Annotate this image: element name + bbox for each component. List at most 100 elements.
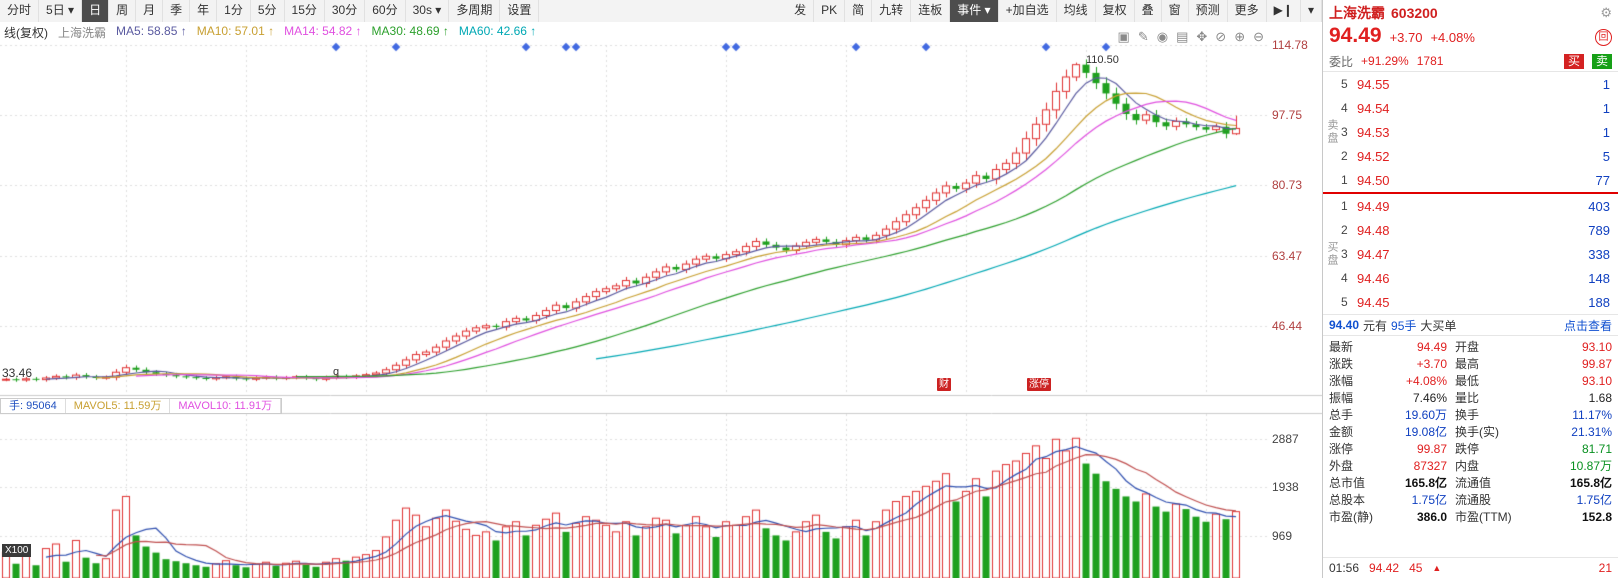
buy-row[interactable]: 1 94.49 403 xyxy=(1339,194,1618,218)
stat-value: 19.08亿 xyxy=(1404,425,1447,439)
buy-row[interactable]: 5 94.45 188 xyxy=(1339,290,1618,314)
period-button-9[interactable]: 15分 xyxy=(285,0,325,22)
ma-legend: 线(复权) 上海洗霸 MA5: 58.85 ↑ MA10: 57.01 ↑ MA14: … xyxy=(4,24,536,41)
media-icon[interactable]: 回 xyxy=(1595,29,1612,46)
big-order-notice[interactable]: 94.40 元有 95手 大买单 点击查看 xyxy=(1323,314,1618,336)
order-price: 94.49 xyxy=(1357,198,1390,214)
tick-volume: 45 xyxy=(1409,561,1423,575)
buy-row[interactable]: 4 94.46 148 xyxy=(1339,266,1618,290)
stat-label: 内盘 xyxy=(1455,459,1480,473)
toolbar-right-button-1[interactable]: PK xyxy=(814,0,846,22)
order-price: 94.55 xyxy=(1357,76,1390,92)
buy-row[interactable]: 3 94.47 338 xyxy=(1339,242,1618,266)
chart-stock-label: 上海洗霸 xyxy=(58,26,107,40)
stat-value: 1.75亿 xyxy=(1411,493,1447,507)
sell-row[interactable]: 2 94.52 5 xyxy=(1339,144,1618,168)
period-button-0[interactable]: 分时 xyxy=(0,0,40,22)
period-button-4[interactable]: 月 xyxy=(136,0,164,22)
stat-label: 最高 xyxy=(1455,357,1480,371)
period-button-11[interactable]: 60分 xyxy=(365,0,406,22)
toolbar-right-button-5[interactable]: 事件 ▾ xyxy=(950,0,999,22)
period-button-5[interactable]: 季 xyxy=(163,0,191,22)
stat-value: 19.60万 xyxy=(1404,408,1447,422)
stat-value: +4.08% xyxy=(1405,374,1447,388)
toolbar-right-button-12[interactable]: 更多 xyxy=(1228,0,1267,22)
period-button-3[interactable]: 周 xyxy=(109,0,137,22)
notice-view-link[interactable]: 点击查看 xyxy=(1563,318,1612,333)
print-icon[interactable]: ▤ xyxy=(1176,29,1189,44)
tick-price: 94.42 xyxy=(1369,561,1400,575)
stat-label: 金额 xyxy=(1329,425,1354,439)
order-price: 94.50 xyxy=(1357,172,1390,188)
lock-icon[interactable]: ⊘ xyxy=(1215,29,1227,44)
zoom-in-icon[interactable]: ⊕ xyxy=(1234,29,1246,44)
period-button-12[interactable]: 30s ▾ xyxy=(406,0,450,22)
period-button-6[interactable]: 年 xyxy=(190,0,218,22)
order-volume: 338 xyxy=(1588,246,1610,262)
sell-row[interactable]: 3 94.53 1 xyxy=(1339,120,1618,144)
toolbar-right-button-0[interactable]: 发 xyxy=(787,0,815,22)
toolbar-right-button-10[interactable]: 窗 xyxy=(1162,0,1189,22)
order-volume: 5 xyxy=(1602,148,1610,164)
zoom-out-icon[interactable]: ⊖ xyxy=(1253,29,1264,44)
period-button-10[interactable]: 30分 xyxy=(325,0,366,22)
order-level: 3 xyxy=(1341,125,1348,139)
toolbar-right-button-6[interactable]: +加自选 xyxy=(999,0,1057,22)
sell-row[interactable]: 4 94.54 1 xyxy=(1339,96,1618,120)
main-chart-canvas[interactable] xyxy=(0,22,1322,578)
stat-label: 流通值 xyxy=(1455,476,1492,490)
draw-icon[interactable]: ✎ xyxy=(1137,29,1149,44)
stat-value: 87327 xyxy=(1413,459,1447,473)
event-badge[interactable]: 涨停 xyxy=(1027,378,1051,391)
volume-axis-label: 1938 xyxy=(1272,479,1299,494)
order-volume: 403 xyxy=(1588,198,1610,214)
order-volume: 77 xyxy=(1595,172,1610,188)
order-volume: 1 xyxy=(1602,124,1610,140)
period-button-7[interactable]: 1分 xyxy=(217,0,251,22)
notice-price: 94.40 xyxy=(1329,318,1360,332)
weibi-row: 委比 +91.29% 1781 买 卖 xyxy=(1323,51,1618,72)
vol-legend-1: MAVOL5: 11.59万 xyxy=(66,399,171,413)
sell-row[interactable]: 1 94.50 77 xyxy=(1339,168,1618,192)
gear-icon[interactable]: ⚙ xyxy=(1600,5,1612,20)
toolbar-tools-group: 发 PK 简九转 连板 事件 ▾ +加自选 均线 复权叠窗预测 更多 ▶❙ ▾ xyxy=(787,0,1322,22)
toolbar-right-button-14[interactable]: ▾ xyxy=(1301,0,1322,22)
event-marker-q[interactable]: q xyxy=(333,366,340,378)
buy-row[interactable]: 2 94.48 789 xyxy=(1339,218,1618,242)
stat-label: 总股本 xyxy=(1329,493,1366,507)
toolbar-right-button-13[interactable]: ▶❙ xyxy=(1267,0,1301,22)
weicha-value: 1781 xyxy=(1416,54,1444,68)
order-volume: 148 xyxy=(1588,270,1610,286)
buy-tab[interactable]: 买 xyxy=(1563,53,1584,69)
toolbar-right-button-3[interactable]: 九转 xyxy=(872,0,912,22)
ma-label-1: MA10: 57.01 ↑ xyxy=(196,24,275,38)
stat-label: 总手 xyxy=(1329,408,1354,422)
event-badge[interactable]: 财 xyxy=(937,378,951,391)
period-button-8[interactable]: 5分 xyxy=(251,0,285,22)
toolbar-right-button-7[interactable]: 均线 xyxy=(1057,0,1096,22)
grid-icon[interactable]: ▣ xyxy=(1117,29,1130,44)
period-button-14[interactable]: 设置 xyxy=(500,0,540,22)
notice-volume: 95手 xyxy=(1391,318,1417,333)
period-button-13[interactable]: 多周期 xyxy=(449,0,501,22)
toolbar-right-button-2[interactable]: 简 xyxy=(845,0,873,22)
period-button-1[interactable]: 5日 ▾ xyxy=(39,0,83,22)
toolbar-right-button-4[interactable]: 连板 xyxy=(911,0,951,22)
stat-value: 152.8 xyxy=(1581,510,1612,524)
toolbar-right-button-11[interactable]: 预测 xyxy=(1189,0,1228,22)
price-axis-label: 114.78 xyxy=(1272,38,1308,52)
tick-trade-row[interactable]: 01:56 94.42 45 ▲ 21 xyxy=(1323,557,1618,578)
toolbar-right-button-8[interactable]: 复权 xyxy=(1096,0,1135,22)
sell-row[interactable]: 5 94.55 1 xyxy=(1339,72,1618,96)
order-price: 94.47 xyxy=(1357,246,1390,262)
order-price: 94.45 xyxy=(1357,294,1390,310)
sell-tab[interactable]: 卖 xyxy=(1591,53,1612,69)
period-button-2[interactable]: 日 xyxy=(82,0,110,22)
stat-value: 93.10 xyxy=(1581,340,1612,354)
toolbar-right-button-9[interactable]: 叠 xyxy=(1135,0,1162,22)
eye-icon[interactable]: ◉ xyxy=(1156,29,1169,44)
volume-axis-label: 969 xyxy=(1272,528,1293,543)
stat-label: 振幅 xyxy=(1329,391,1354,405)
drag-icon[interactable]: ✥ xyxy=(1196,29,1208,44)
volume-unit-label: X100 xyxy=(2,544,32,557)
